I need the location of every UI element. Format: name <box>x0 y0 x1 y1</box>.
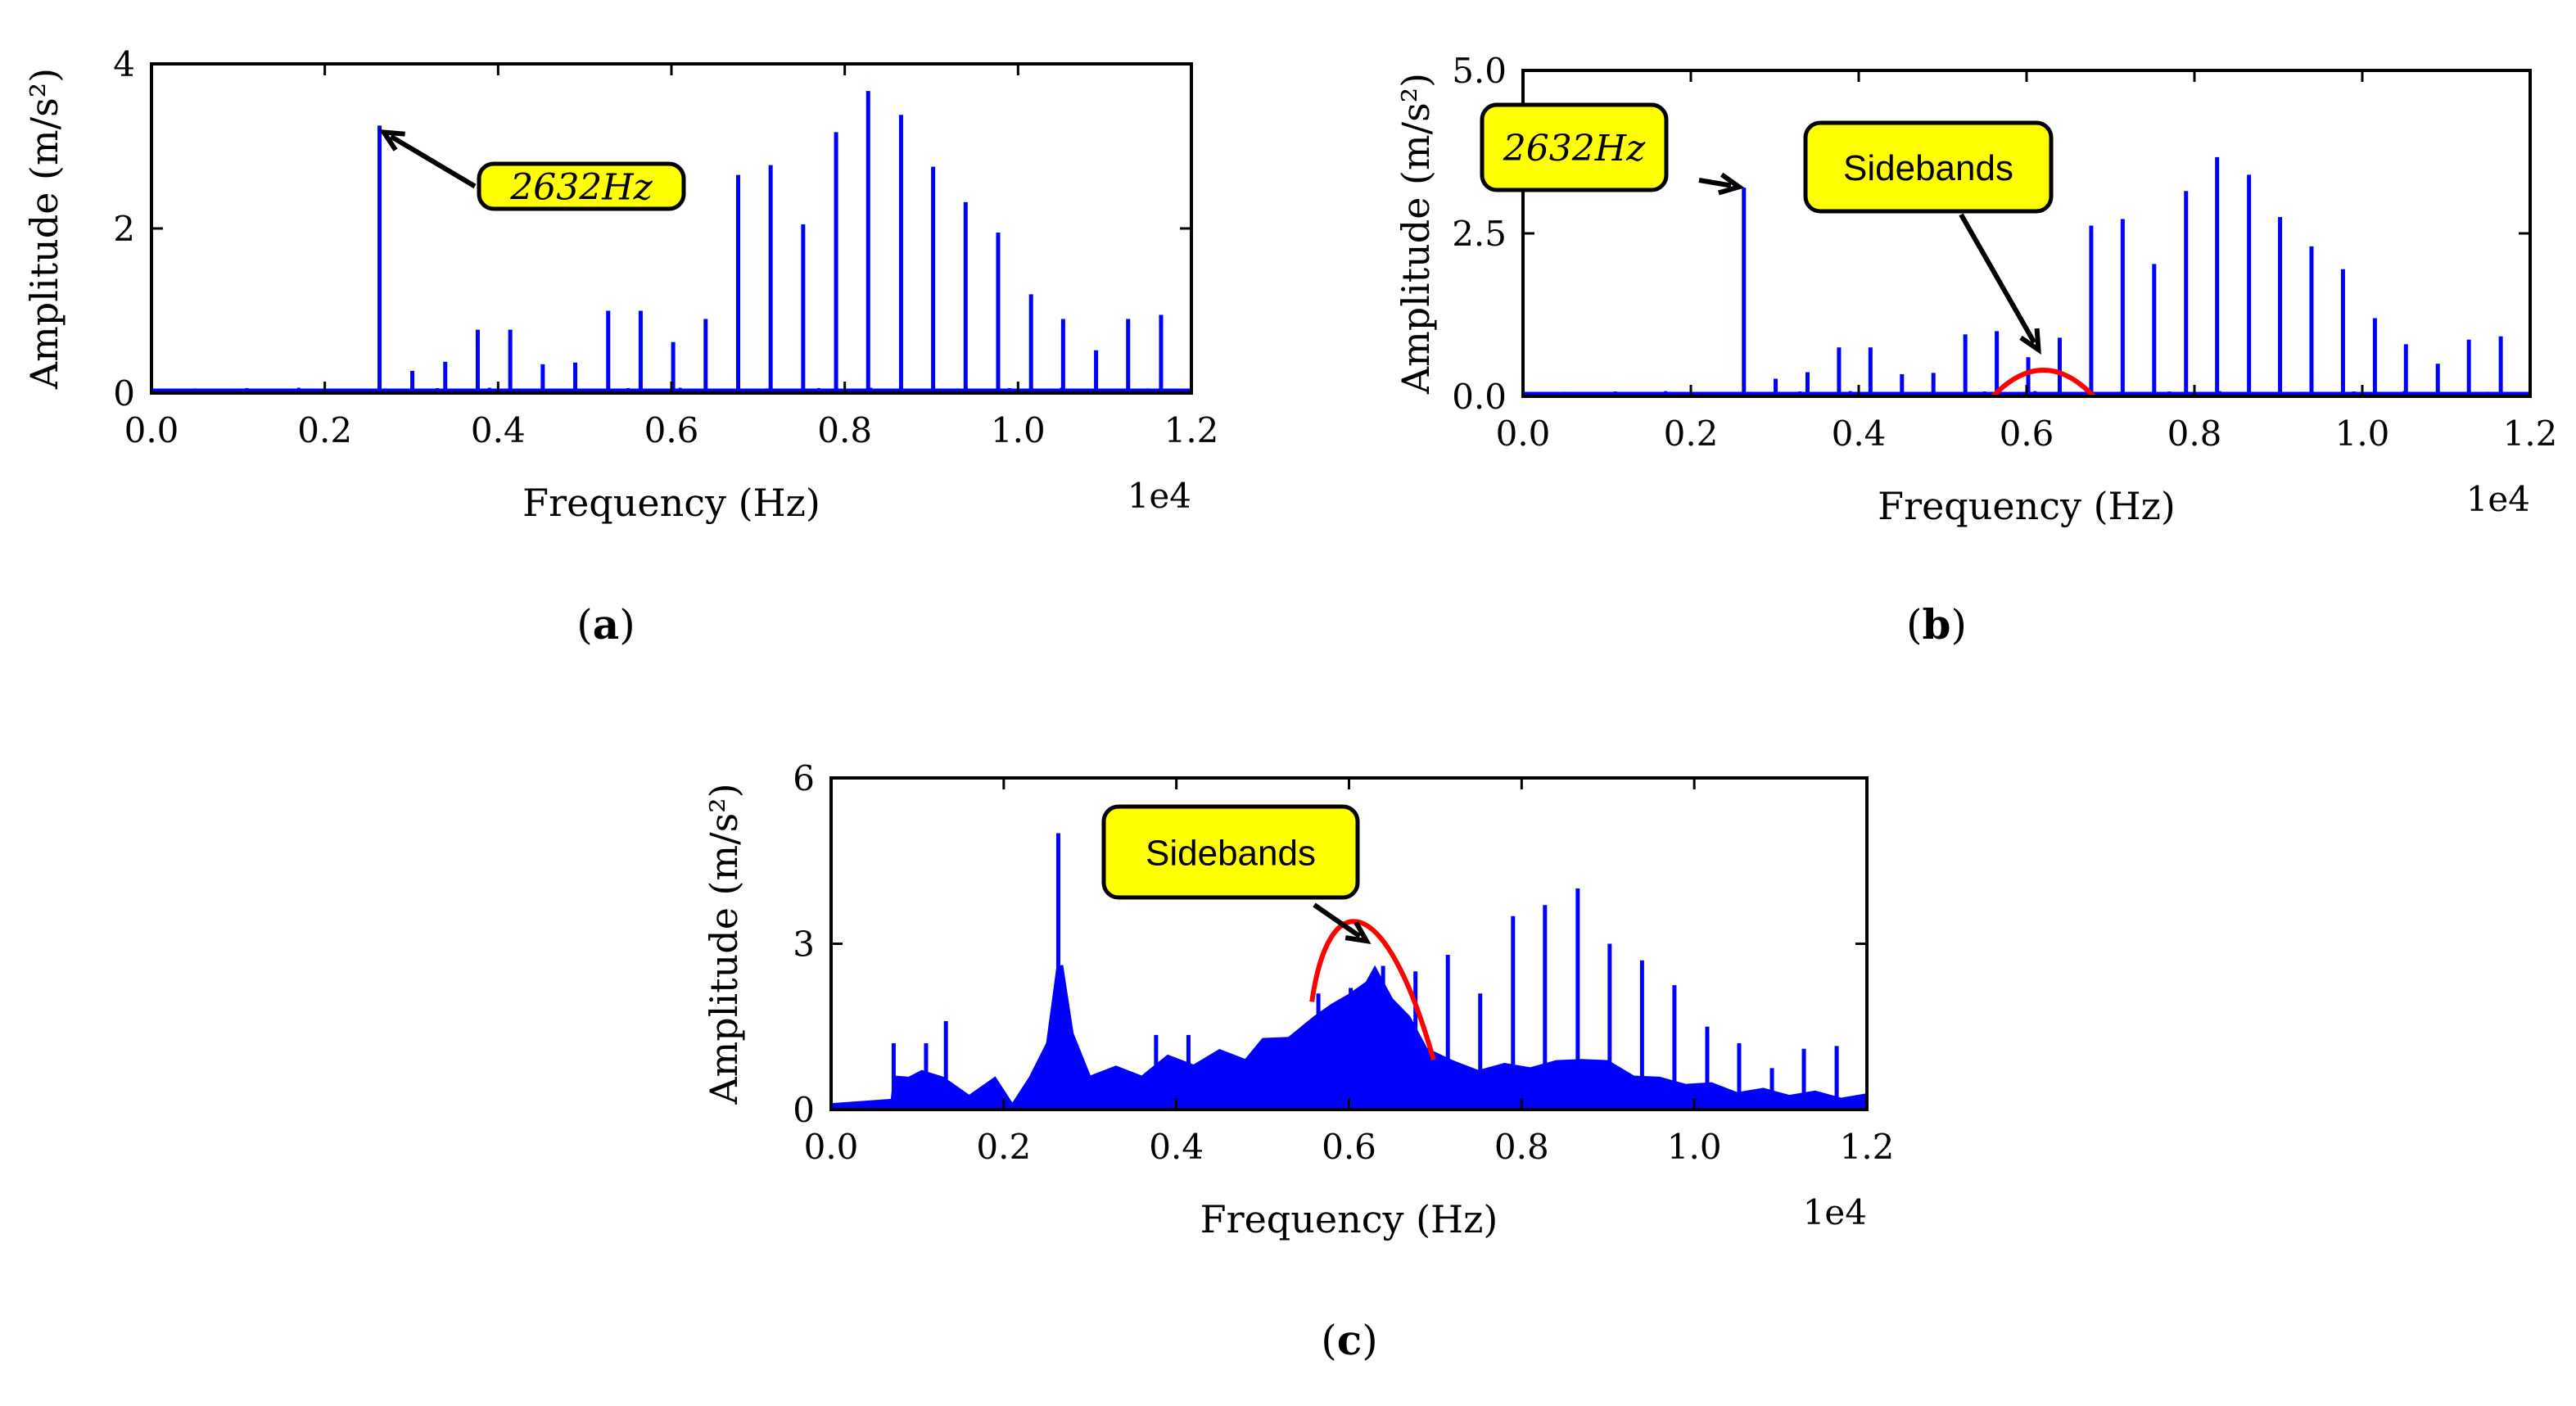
x-axis-label: Frequency (Hz) <box>522 481 820 525</box>
callout-arrow <box>1698 178 1732 188</box>
callout: Sidebands <box>1101 804 1372 945</box>
x-tick-label: 0.6 <box>1322 1127 1376 1167</box>
axes-frame <box>1521 69 2532 398</box>
x-axis-label: Frequency (Hz) <box>1878 484 2176 528</box>
callout-box <box>1480 102 1669 192</box>
chart-panel-c: 0.0 0.2 0.4 0.6 0.8 1.0 1.2 0 3 6 1e4 Frequency (Hz… <box>702 758 1894 1364</box>
y-tick-label: 0 <box>113 373 135 414</box>
x-tick-label: 0.4 <box>1832 414 1887 454</box>
x-offset-label: 1e4 <box>2466 479 2530 519</box>
callout: 2632Hz <box>1480 102 1745 196</box>
callout-label: 2632Hz <box>1503 128 1646 170</box>
caption-letter: c <box>1337 1316 1362 1364</box>
callout-arrow <box>389 133 477 189</box>
x-tick-label: 0.4 <box>1149 1127 1204 1167</box>
callout-label: 2632Hz <box>509 167 653 209</box>
x-tick-label: 1.2 <box>2503 414 2558 454</box>
caption-paren-open: ( <box>1321 1317 1337 1364</box>
x-tick-label: 1.0 <box>991 410 1046 450</box>
y-tick-label: 2 <box>113 209 135 249</box>
callout-arrow <box>1313 902 1362 938</box>
x-tick-label: 0.2 <box>1664 414 1719 454</box>
panel-caption: (a) <box>576 600 635 649</box>
caption-paren-open: ( <box>1906 601 1923 649</box>
callout-label: Sidebands <box>1146 834 1316 874</box>
panel-caption: (c) <box>1321 1316 1377 1364</box>
caption-letter: a <box>593 600 619 649</box>
y-tick-label: 2.5 <box>1452 214 1507 254</box>
callout-arrow <box>1959 213 2037 344</box>
y-tick-label: 0 <box>793 1090 815 1130</box>
y-tick-label: 6 <box>793 758 815 798</box>
x-tick-label: 0.6 <box>2000 414 2054 454</box>
x-tick-label: 0.8 <box>2167 414 2222 454</box>
chart-panel-b: 0.0 0.2 0.4 0.6 0.8 1.0 1.2 0.0 2.5 5.0 1e4 Frequen… <box>1394 51 2557 649</box>
callout-arrowhead <box>378 129 405 151</box>
x-tick-label: 0.0 <box>1496 414 1551 454</box>
callout-arrowhead <box>1718 172 1745 196</box>
x-offset-label: 1e4 <box>1803 1192 1867 1232</box>
plot-area-a <box>151 91 1191 393</box>
y-axis-label: Amplitude (m/s²) <box>22 68 66 390</box>
caption-paren-open: ( <box>576 601 593 649</box>
x-tick-label: 1.0 <box>2335 414 2390 454</box>
callout-arrowhead <box>2019 328 2041 355</box>
callout: 2632Hz <box>378 129 686 211</box>
callout-box <box>477 161 686 211</box>
sideband-arc <box>1309 919 1436 1061</box>
callout-box <box>1101 804 1360 900</box>
chart-panel-a: 0.0 0.2 0.4 0.6 0.8 1.0 1.2 0 2 4 1e4 Frequency (Hz… <box>22 44 1218 649</box>
x-tick-label: 0.2 <box>297 410 352 450</box>
x-tick-label: 0.0 <box>804 1127 859 1167</box>
x-tick-label: 0.6 <box>644 410 699 450</box>
y-axis-label: Amplitude (m/s²) <box>1394 73 1438 395</box>
y-tick-label: 5.0 <box>1452 51 1507 91</box>
caption-paren-close: ) <box>1362 1317 1378 1364</box>
caption-paren-close: ) <box>1950 601 1967 649</box>
callout-box <box>1803 120 2054 214</box>
x-offset-label: 1e4 <box>1128 476 1191 516</box>
x-tick-label: 0.8 <box>1494 1127 1549 1167</box>
x-axis-label: Frequency (Hz) <box>1200 1197 1498 1241</box>
sideband-arc <box>1991 368 2096 396</box>
x-tick-label: 0.8 <box>817 410 872 450</box>
callout: Sidebands <box>1803 120 2054 355</box>
y-axis-label: Amplitude (m/s²) <box>702 783 746 1105</box>
x-tick-label: 1.0 <box>1667 1127 1722 1167</box>
x-tick-label: 0.0 <box>124 410 179 450</box>
y-tick-label: 0.0 <box>1452 377 1507 417</box>
x-tick-label: 1.2 <box>1164 410 1219 450</box>
panel-caption: (b) <box>1906 600 1967 649</box>
callout-label: Sidebands <box>1843 148 2013 188</box>
x-tick-label: 1.2 <box>1840 1127 1895 1167</box>
callout-arrowhead <box>1344 921 1372 945</box>
y-tick-label: 3 <box>793 925 815 965</box>
x-tick-label: 0.4 <box>471 410 526 450</box>
caption-paren-close: ) <box>619 601 635 649</box>
x-tick-label: 0.2 <box>976 1127 1031 1167</box>
caption-letter: b <box>1923 600 1951 649</box>
y-tick-label: 4 <box>113 44 135 84</box>
